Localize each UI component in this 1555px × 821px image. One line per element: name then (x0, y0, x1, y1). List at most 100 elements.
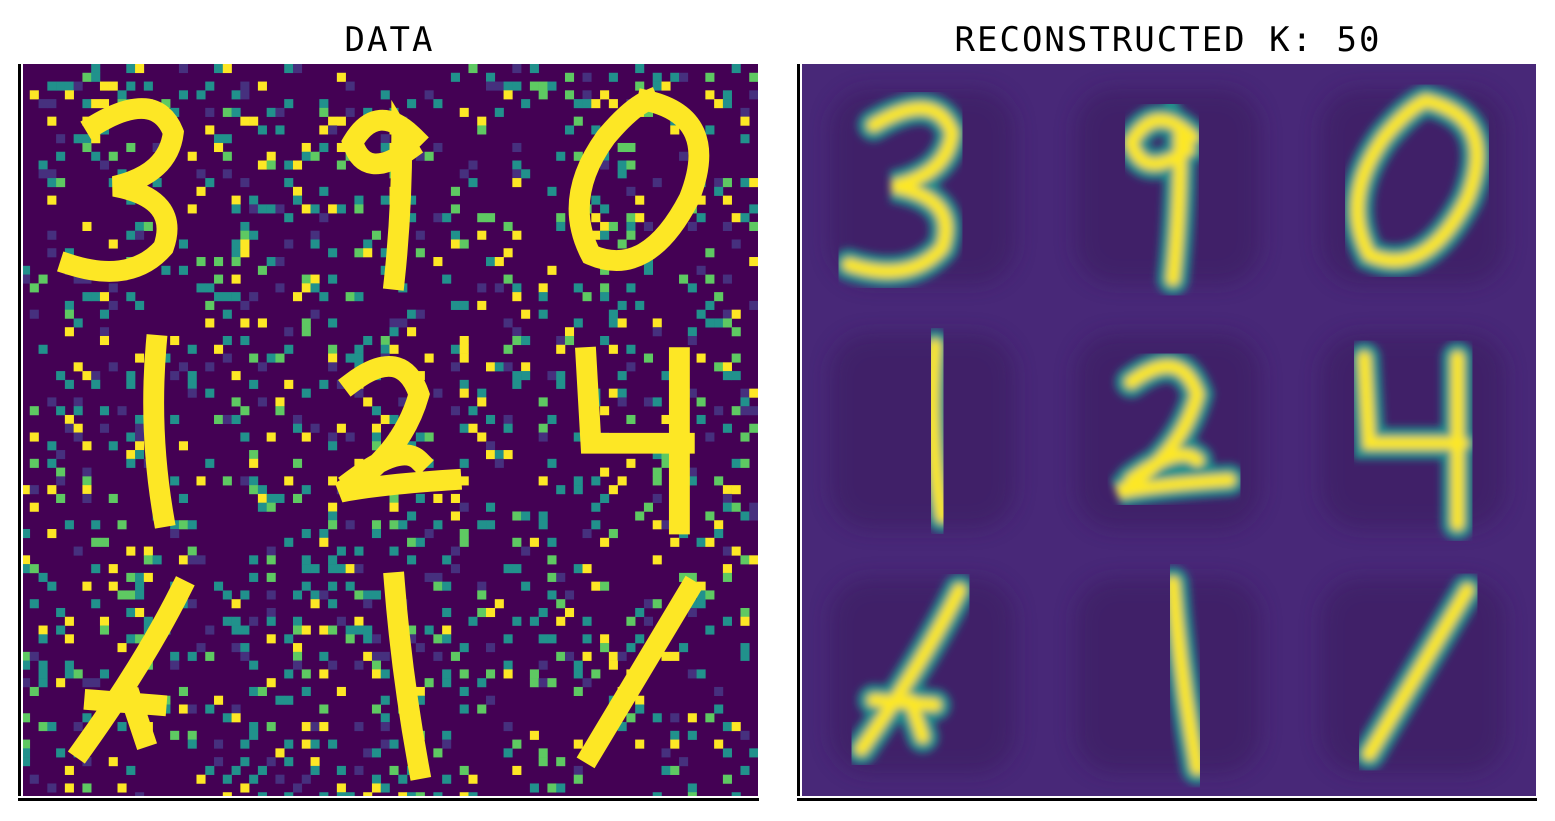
noise-pixel (56, 493, 66, 503)
noise-pixel (178, 686, 188, 697)
noise-pixel (433, 572, 443, 582)
noise-pixel (371, 423, 382, 433)
noise-pixel (257, 765, 267, 775)
noise-pixel (398, 792, 408, 798)
noise-pixel (38, 660, 48, 670)
noise-pixel (433, 520, 443, 530)
noise-pixel (108, 300, 118, 310)
noise-pixel (564, 90, 575, 100)
noise-pixel (477, 432, 487, 442)
noise-pixel (214, 739, 224, 749)
reconstructed-digit-blur (916, 329, 959, 533)
noise-pixel (512, 739, 522, 749)
noise-pixel (415, 309, 425, 319)
noise-pixel (538, 292, 548, 302)
noise-pixel (486, 607, 496, 618)
noise-pixel (222, 134, 232, 144)
noise-pixel (371, 590, 382, 600)
noise-pixel (398, 774, 408, 784)
noise-pixel (547, 590, 557, 600)
noise-pixel (459, 239, 469, 249)
noise-pixel (626, 458, 636, 468)
noise-pixel (38, 160, 48, 170)
reconstructed-stroke (842, 102, 959, 278)
noise-pixel (705, 248, 715, 258)
noise-pixel (459, 388, 469, 398)
noise-pixel (222, 335, 232, 346)
noise-pixel (600, 537, 610, 547)
noise-pixel (591, 476, 601, 486)
noise-pixel (91, 599, 101, 609)
noise-pixel (126, 765, 136, 775)
noise-pixel (635, 213, 645, 223)
noise-pixel (64, 616, 74, 626)
noise-pixel (196, 90, 206, 100)
noise-pixel (187, 651, 197, 661)
noise-pixel (205, 318, 215, 328)
noise-pixel (661, 450, 671, 460)
noise-pixel (670, 651, 680, 661)
noise-pixel (82, 678, 92, 688)
noise-pixel (292, 458, 303, 468)
noise-pixel (135, 450, 145, 460)
noise-pixel (424, 572, 434, 582)
noise-pixel (240, 432, 250, 442)
noise-pixel (38, 625, 48, 635)
noise-pixel (521, 362, 531, 372)
noise-pixel (714, 520, 724, 530)
noise-pixel (143, 616, 153, 626)
noise-pixel (731, 213, 741, 223)
noise-pixel (292, 625, 303, 635)
noise-pixel (345, 432, 355, 442)
noise-pixel (705, 125, 715, 135)
noise-pixel (512, 371, 522, 381)
noise-pixel (749, 178, 758, 188)
noise-pixel (617, 371, 627, 381)
noise-pixel (398, 520, 408, 530)
noise-pixel (336, 686, 346, 697)
noise-pixel (196, 257, 206, 267)
noise-pixel (275, 107, 285, 117)
noise-pixel (380, 651, 390, 661)
noise-pixel (135, 590, 145, 600)
noise-pixel (450, 362, 460, 372)
noise-pixel (468, 616, 478, 626)
noise-pixel (108, 239, 118, 249)
noise-pixel (257, 502, 267, 512)
noise-pixel (240, 406, 250, 416)
noise-pixel (319, 792, 329, 798)
noise-pixel (722, 423, 732, 433)
noise-pixel (240, 757, 250, 767)
noise-pixel (310, 230, 320, 240)
noise-pixel (152, 142, 162, 153)
noise-pixel (336, 142, 346, 153)
noise-pixel (486, 695, 496, 705)
noise-pixel (222, 64, 232, 74)
noise-pixel (600, 265, 610, 275)
noise-pixel (336, 783, 346, 793)
noise-pixel (178, 90, 188, 100)
noise-pixel (257, 485, 267, 495)
noise-pixel (433, 581, 443, 591)
noise-pixel (600, 283, 610, 293)
noise-pixel (82, 72, 92, 82)
noise-pixel (266, 107, 276, 117)
noise-pixel (468, 178, 478, 188)
noise-pixel (21, 678, 31, 688)
noise-pixel (643, 221, 654, 231)
noise-pixel (556, 599, 566, 609)
noise-pixel (319, 704, 329, 714)
noise-pixel (231, 195, 241, 205)
noise-pixel (249, 116, 259, 126)
noise-pixel (486, 81, 496, 91)
noise-pixel (652, 476, 662, 486)
noise-pixel (284, 537, 294, 547)
noise-pixel (319, 669, 329, 679)
noise-pixel (424, 678, 434, 688)
noise-pixel (284, 178, 294, 188)
noise-pixel (345, 520, 355, 530)
noise-pixel (21, 651, 31, 661)
noise-pixel (512, 64, 522, 74)
noise-pixel (187, 520, 197, 530)
noise-pixel (591, 213, 601, 223)
